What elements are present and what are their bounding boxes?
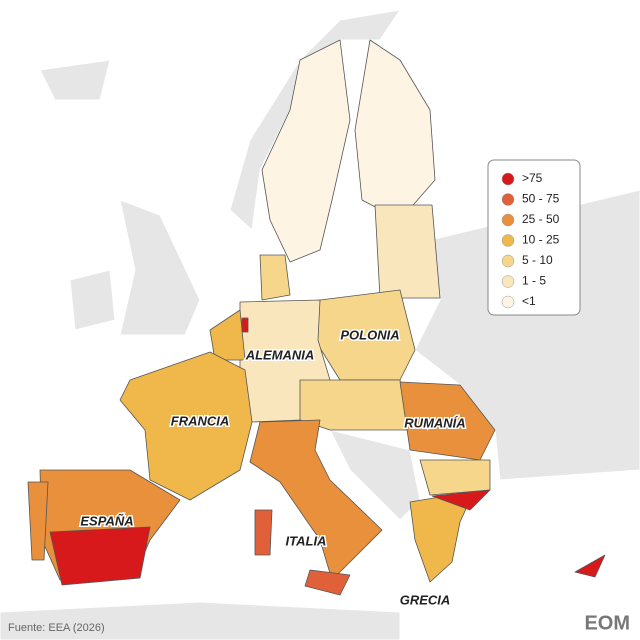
legend-label: 50 - 75: [522, 192, 560, 206]
legend-label: 1 - 5: [522, 274, 546, 288]
denmark: [259, 254, 291, 301]
bulgaria: [419, 459, 491, 496]
andalusia: [49, 526, 151, 586]
legend-swatch: [501, 254, 515, 268]
country-label: RUMANÍA: [404, 415, 465, 430]
france: [119, 351, 253, 501]
eu-regions: [27, 39, 606, 596]
logo: EOM: [584, 612, 630, 634]
uk: [119, 199, 201, 336]
norway: [229, 9, 402, 232]
legend-swatch: [501, 213, 515, 227]
legend-label: >75: [522, 171, 543, 185]
country-label: ITALIA: [286, 533, 327, 548]
legend-swatch: [501, 172, 515, 186]
thrace: [431, 489, 491, 511]
sardinia: [254, 509, 273, 556]
cyprus: [574, 554, 606, 578]
greece: [409, 496, 471, 583]
legend-swatch: [501, 193, 515, 206]
finland: [354, 39, 436, 221]
legend-label: 5 - 10: [522, 253, 553, 267]
romania: [399, 381, 496, 461]
legend-swatch: [501, 295, 515, 309]
legend-swatch: [501, 234, 515, 247]
baltics: [374, 204, 441, 299]
hotspot: [241, 317, 249, 333]
legend-label: <1: [522, 294, 536, 308]
benelux: [209, 309, 246, 361]
legend: >75 50 - 75 25 - 50 10 - 25 5 - 10 1 - 5 <1: [501, 171, 560, 309]
portugal: [27, 481, 49, 561]
balkans: [329, 429, 421, 521]
sicily: [304, 569, 351, 596]
country-label: ALEMANIA: [245, 347, 315, 362]
sweden: [261, 39, 351, 263]
italy: [249, 419, 383, 581]
ireland: [69, 269, 116, 331]
north-africa: [0, 601, 401, 640]
legend-label: 10 - 25: [522, 233, 560, 247]
country-label: ESPAÑA: [80, 513, 133, 528]
country-label: FRANCIA: [171, 413, 230, 428]
country-label: GRECIA: [400, 592, 451, 607]
central: [299, 379, 411, 431]
iceland: [39, 59, 111, 101]
legend-swatch: [501, 275, 515, 288]
source: Fuente: EEA (2026): [8, 622, 105, 634]
country-label: POLONIA: [340, 327, 399, 342]
legend-label: 25 - 50: [522, 212, 560, 226]
